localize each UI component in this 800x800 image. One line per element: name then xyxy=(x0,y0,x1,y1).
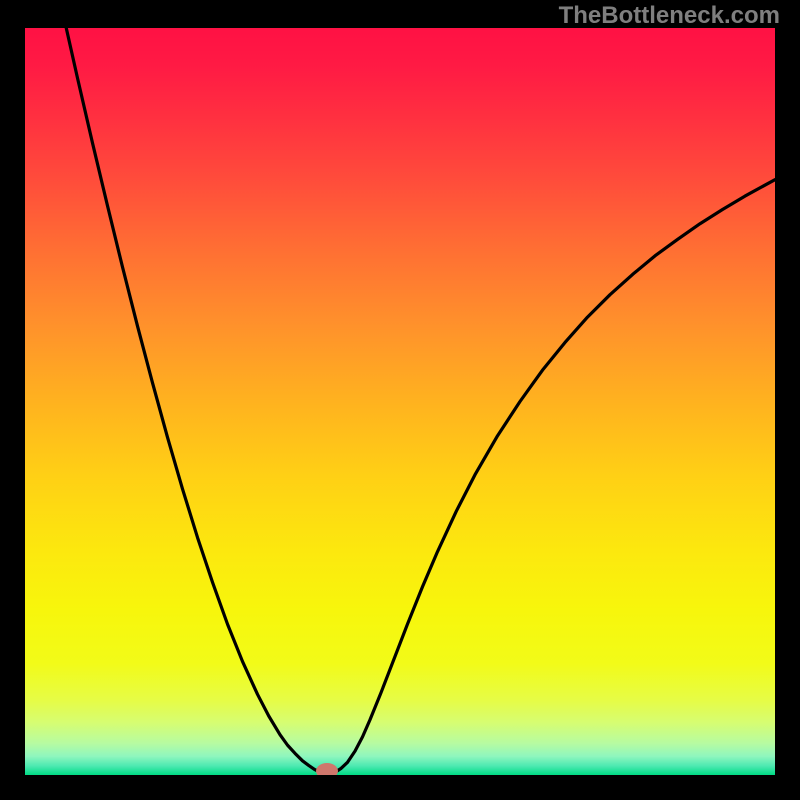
gradient-background xyxy=(25,28,775,775)
watermark-text: TheBottleneck.com xyxy=(559,2,780,30)
bottleneck-curve-chart xyxy=(0,0,800,800)
chart-border-left xyxy=(0,0,25,800)
chart-border-right xyxy=(775,0,800,800)
chart-border-bottom xyxy=(0,775,800,800)
